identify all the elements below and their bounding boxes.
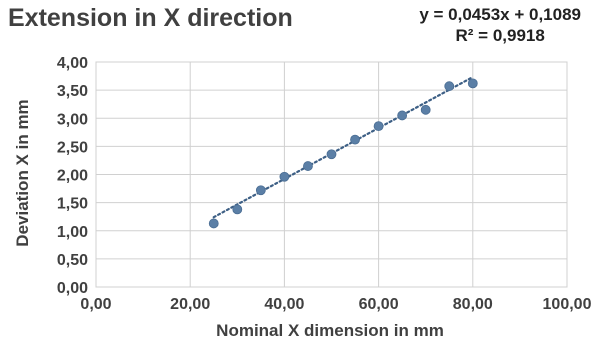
x-tick-label: 100,00 [543,296,592,313]
trendline [212,75,474,219]
chart-title: Extension in X direction [8,4,293,32]
trendline-equation: y = 0,0453x + 0,1089 [419,5,581,24]
data-point [444,81,455,92]
data-point [326,149,337,160]
data-point [350,134,360,145]
data-point [303,161,313,171]
y-tick-label: 0,50 [57,252,88,269]
data-point [467,78,478,89]
data-point [420,104,431,115]
data-point [279,171,290,182]
x-axis-label: Nominal X dimension in mm [216,321,444,340]
y-tick-label: 3,00 [57,111,88,128]
data-point [397,110,408,121]
x-tick-label: 80,00 [453,296,493,313]
x-axis-ticks: 0,00 20,00 40,00 60,00 80,00 100,00 [80,296,591,313]
y-tick-label: 0,00 [57,280,88,297]
y-tick-label: 4,00 [57,55,88,72]
y-tick-label: 3,50 [57,83,88,100]
y-tick-label: 1,00 [57,224,88,241]
y-axis-ticks: 0,00 0,50 1,00 1,50 2,00 2,50 3,00 3,50 4,00 [57,55,88,297]
y-tick-label: 2,50 [57,139,88,156]
data-point [208,218,219,229]
trendline-annotation: y = 0,0453x + 0,1089 R² = 0,9918 [419,4,581,46]
data-point [255,185,266,196]
x-tick-label: 40,00 [264,296,304,313]
x-tick-label: 60,00 [359,296,399,313]
data-point [232,204,243,215]
data-point [373,121,384,132]
x-tick-label: 20,00 [170,296,210,313]
data-points [208,78,478,229]
y-tick-label: 1,50 [57,196,88,213]
r-squared: R² = 0,9918 [455,26,545,45]
y-tick-label: 2,00 [57,168,88,185]
trendline-group [212,75,474,219]
x-tick-label: 0,00 [80,296,111,313]
y-axis-label: Deviation X in mm [13,99,32,246]
gridlines [95,61,568,288]
